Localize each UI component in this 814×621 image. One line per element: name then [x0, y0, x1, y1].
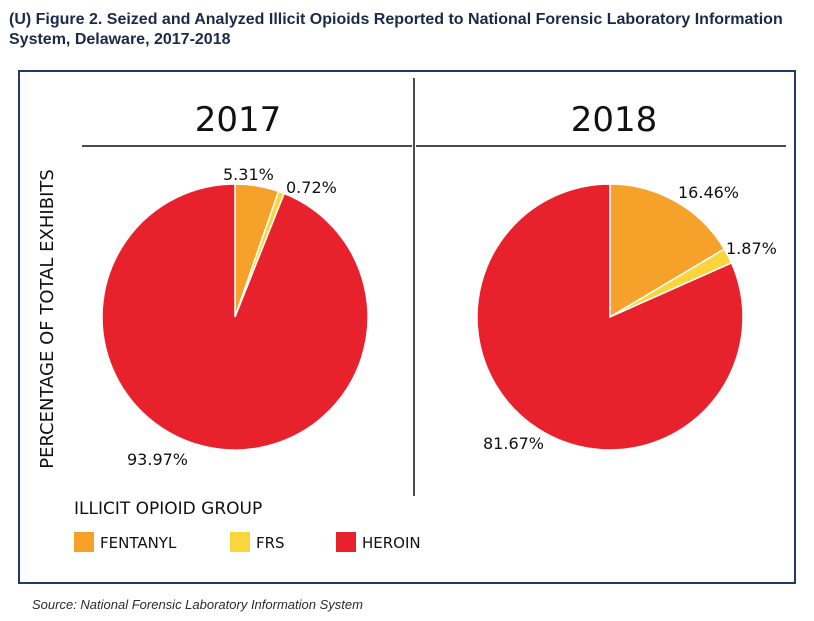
data-label-2017-heroin: 93.97%: [127, 450, 188, 469]
legend-label-frs: FRS: [256, 534, 285, 552]
pie-slice-2018-heroin: [476, 183, 744, 451]
data-label-2017-frs: 0.72%: [286, 178, 337, 197]
pie-slice-2017-heroin: [101, 183, 369, 451]
pie-slice-2018-fentanyl: [609, 183, 726, 319]
legend-title: ILLICIT OPIOID GROUP: [74, 499, 262, 519]
data-label-2018-fentanyl: 16.46%: [678, 183, 739, 202]
source-note: Source: National Forensic Laboratory Inf…: [32, 597, 363, 612]
panel-title-2018: 2018: [571, 100, 658, 140]
pie-chart: 2017 2018 PERCENTAGE OF TOTAL EXHIBITS 5…: [37, 78, 786, 552]
legend-swatch-frs: [230, 532, 250, 552]
y-axis-label: PERCENTAGE OF TOTAL EXHIBITS: [37, 169, 58, 469]
data-label-2017-fentanyl: 5.31%: [223, 165, 274, 184]
figure-title: (U) Figure 2. Seized and Analyzed Illici…: [9, 11, 783, 48]
data-label-2018-heroin: 81.67%: [483, 434, 544, 453]
legend-label-heroin: HEROIN: [362, 534, 421, 552]
data-label-2018-frs: 1.87%: [726, 239, 777, 258]
legend-swatch-heroin: [336, 532, 356, 552]
legend-swatch-fentanyl: [74, 532, 94, 552]
pie-2018: [476, 183, 744, 451]
legend-label-fentanyl: FENTANYL: [100, 534, 177, 552]
chart-frame: 2017 2018 PERCENTAGE OF TOTAL EXHIBITS 5…: [18, 70, 796, 584]
pie-2017: [101, 183, 369, 451]
panel-title-2017: 2017: [195, 100, 282, 140]
